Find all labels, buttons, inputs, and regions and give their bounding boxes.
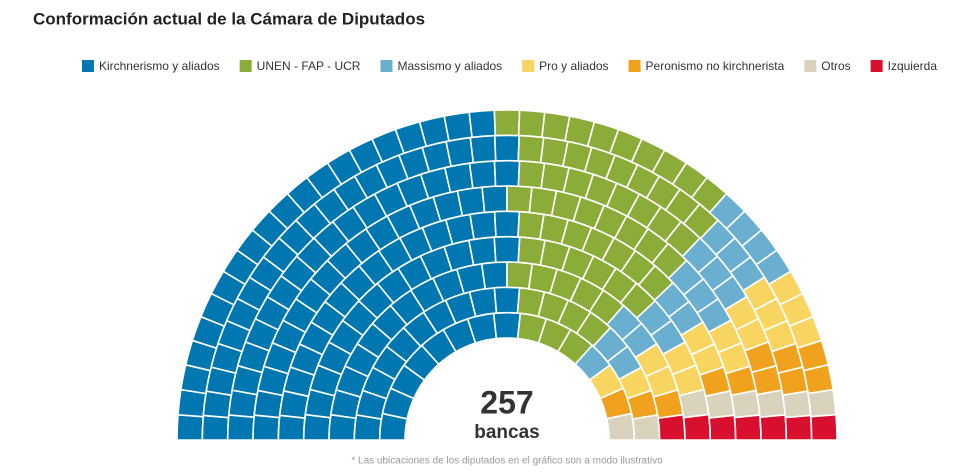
legend-swatch [522,60,535,72]
legend-label: Pro y aliados [539,59,608,73]
seat [177,388,207,418]
seat [468,109,497,139]
seat [469,210,497,241]
seat [443,162,474,194]
seat [302,413,332,441]
seat [506,185,533,214]
seat [481,185,508,214]
seat [176,413,205,441]
seat [277,414,306,441]
seat [493,159,521,188]
seat [456,186,486,217]
seat [467,236,497,267]
legend-item: Izquierda [870,59,938,73]
seat [468,160,497,190]
legend-item: Massismo y aliados [380,59,502,73]
legend-swatch [239,60,252,72]
seat [704,389,736,419]
hemicycle [176,109,838,441]
legend-swatch [628,60,641,72]
seat [759,414,788,441]
seat [493,235,521,264]
total-seats: 257 [480,384,533,420]
legend-label: Izquierda [888,59,938,73]
legend-item: Otros [804,59,851,73]
seat [493,286,521,314]
seat [517,109,546,139]
seat [493,134,521,162]
legend-label: UNEN - FAP - UCR [257,59,361,73]
seat [226,414,255,441]
seat [657,413,686,441]
footnote: * Las ubicaciones de los diputados en el… [351,456,663,467]
seat [493,109,521,137]
seat [605,412,636,441]
legend-label: Otros [821,59,850,73]
legend: Kirchnerismo y aliados UNEN - FAP - UCR Ma… [81,59,938,73]
seat [252,414,281,441]
seat [443,111,473,142]
legend-item: Pro y aliados [522,59,609,73]
seat [809,413,838,441]
seat [730,389,761,419]
seat [708,414,737,441]
chart-title: Conformación actual de la Cámara de Dipu… [33,9,425,28]
seat [480,261,508,290]
seat [493,210,521,238]
legend-label: Massismo y aliados [397,59,502,73]
seat [469,134,497,164]
seat [631,413,661,441]
legend-item: Peronismo no kirchnerista [628,59,785,73]
seat [682,413,712,441]
seat [784,414,813,441]
seat [781,390,812,419]
seat [802,363,835,395]
legend-label: Kirchnerismo y aliados [99,59,220,73]
seat [733,414,762,441]
seat [755,389,787,419]
legend-swatch [380,60,393,72]
seat [517,160,546,190]
legend-swatch [81,60,94,72]
seat [807,388,837,418]
legend-swatch [804,60,817,72]
legend-swatch [870,60,883,72]
seat [492,311,522,340]
total-label: bancas [474,422,539,443]
seat [201,414,230,441]
legend-label: Peronismo no kirchnerista [646,59,785,73]
seat [445,136,475,168]
legend-item: UNEN - FAP - UCR [239,59,361,73]
seat [517,134,545,164]
legend-item: Kirchnerismo y aliados [81,59,220,73]
